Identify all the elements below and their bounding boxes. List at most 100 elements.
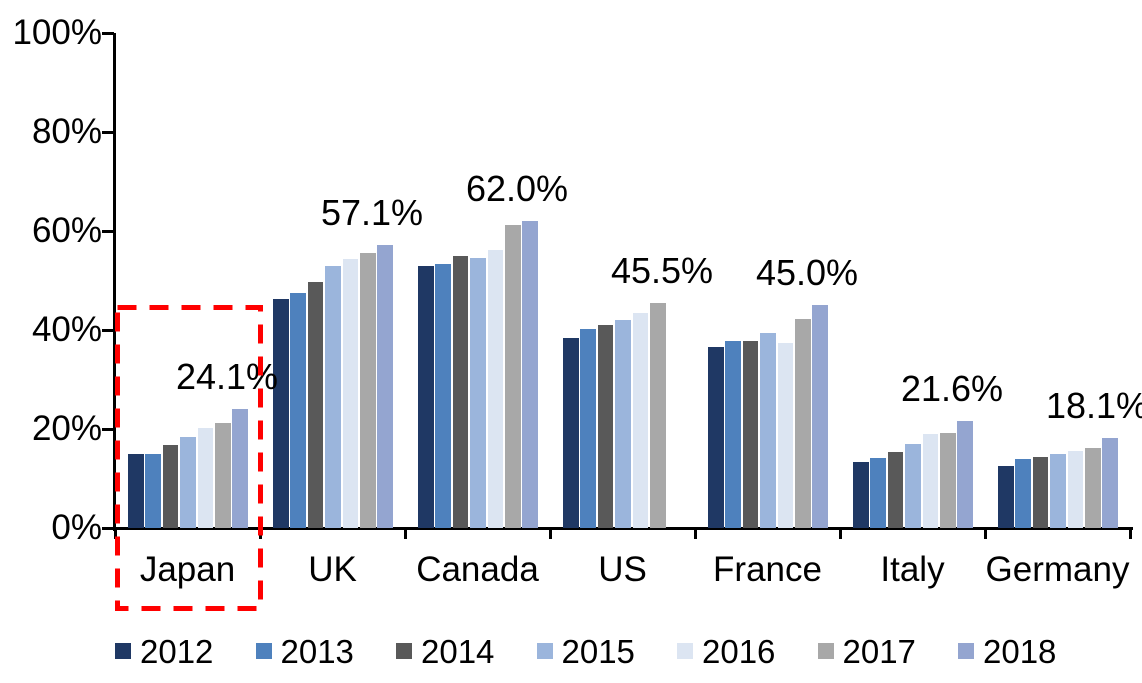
x-label-uk: UK	[308, 550, 357, 589]
data-label-japan: 24.1%	[175, 355, 279, 397]
legend-swatch-2012	[115, 643, 131, 659]
bar-uk-2012	[273, 298, 289, 528]
bar-italy-2012	[853, 462, 869, 528]
bar-italy-2016	[922, 433, 939, 528]
bar-uk-2018	[377, 245, 393, 528]
legend-label-2014: 2014	[421, 633, 495, 670]
bar-japan-2018	[232, 408, 248, 528]
bar-france-2014	[742, 341, 759, 528]
data-label-uk: 57.1%	[320, 192, 424, 234]
y-axis-tick	[102, 329, 114, 332]
bar-canada-2016	[487, 250, 504, 528]
x-label-us: US	[598, 550, 647, 589]
data-label-germany: 18.1%	[1045, 385, 1142, 427]
legend-swatch-2014	[396, 643, 412, 659]
bar-canada-2015	[470, 258, 486, 528]
x-axis-tick	[403, 528, 407, 539]
bar-japan-2012	[128, 454, 144, 528]
y-axis-line	[113, 33, 116, 531]
x-axis-tick	[113, 528, 117, 539]
bar-germany-2016	[1067, 451, 1084, 528]
bar-germany-2018	[1102, 438, 1118, 528]
bar-japan-2015	[180, 437, 196, 528]
bar-japan-2016	[197, 428, 214, 528]
legend-label-2015: 2015	[561, 633, 635, 670]
y-axis-tick-label: 40%	[31, 310, 102, 349]
bar-uk-2015	[325, 265, 341, 528]
bar-us-2017	[650, 302, 666, 528]
legend-swatch-2013	[255, 643, 272, 659]
legend-label-2013: 2013	[280, 633, 354, 670]
bar-us-2012	[563, 338, 579, 528]
bar-us-2014	[597, 325, 614, 528]
x-label-france: France	[713, 550, 822, 589]
legend-swatch-2017	[817, 643, 834, 659]
x-axis-tick	[838, 528, 842, 539]
bar-uk-2017	[360, 253, 376, 528]
x-label-italy: Italy	[880, 550, 945, 589]
bar-france-2016	[777, 343, 794, 528]
bar-us-2016	[632, 312, 649, 528]
bar-canada-2018	[522, 221, 538, 528]
bar-uk-2016	[342, 259, 359, 528]
bar-japan-2013	[145, 453, 161, 528]
y-axis-tick-label: 80%	[31, 112, 102, 151]
y-axis-tick	[102, 230, 114, 233]
bar-canada-2013	[435, 263, 451, 528]
legend-swatch-2016	[677, 643, 693, 659]
x-axis-tick	[548, 528, 552, 539]
y-axis-tick	[102, 428, 114, 431]
y-axis-tick-label: 60%	[31, 211, 102, 250]
bar-us-2013	[580, 329, 596, 528]
legend-swatch-2018	[958, 643, 974, 659]
bar-germany-2015	[1050, 453, 1066, 528]
bar-germany-2013	[1015, 458, 1031, 528]
legend-item-2013: 2013	[255, 633, 376, 670]
bar-france-2018	[812, 305, 828, 528]
bar-uk-2014	[307, 281, 324, 528]
bar-italy-2013	[870, 457, 886, 528]
data-label-canada: 62.0%	[465, 168, 569, 210]
x-axis-tick	[693, 528, 697, 539]
bar-france-2017	[795, 318, 811, 528]
y-axis-tick	[102, 131, 114, 134]
y-axis-tick-label: 20%	[31, 409, 102, 448]
legend-item-2018: 2018	[958, 633, 1078, 670]
legend-item-2017: 2017	[817, 633, 938, 670]
data-label-us: 45.5%	[610, 249, 714, 291]
bar-japan-2017	[215, 422, 231, 528]
x-axis-line	[113, 527, 1133, 530]
bar-canada-2012	[418, 265, 434, 528]
legend-label-2012: 2012	[140, 633, 214, 670]
x-axis-tick	[983, 528, 987, 539]
legend-swatch-2015	[536, 643, 553, 659]
legend-label-2016: 2016	[702, 633, 776, 670]
bar-canada-2017	[505, 224, 521, 528]
bar-france-2015	[760, 333, 776, 528]
data-label-france: 45.0%	[755, 252, 859, 294]
y-axis-tick	[102, 32, 114, 35]
x-axis-tick	[258, 528, 262, 539]
data-label-italy: 21.6%	[900, 368, 1004, 410]
y-axis-tick-label: 100%	[12, 13, 102, 52]
bar-germany-2014	[1032, 457, 1049, 528]
bar-italy-2015	[905, 444, 921, 528]
bar-italy-2018	[957, 421, 973, 528]
legend-item-2014: 2014	[396, 633, 516, 670]
x-label-japan: Japan	[139, 550, 236, 589]
x-label-canada: Canada	[416, 550, 539, 589]
bar-us-2015	[615, 320, 631, 528]
legend-label-2018: 2018	[983, 633, 1057, 670]
bar-italy-2014	[887, 452, 904, 528]
bar-germany-2017	[1085, 447, 1101, 528]
y-axis-tick	[102, 527, 114, 530]
bar-france-2013	[725, 340, 741, 528]
x-label-germany: Germany	[985, 550, 1130, 589]
y-axis-tick-label: 0%	[51, 508, 102, 547]
legend-item-2016: 2016	[677, 633, 797, 670]
legend-label-2017: 2017	[842, 633, 916, 670]
bar-italy-2017	[940, 432, 956, 528]
bar-japan-2014	[162, 444, 179, 528]
bar-germany-2012	[998, 465, 1014, 528]
